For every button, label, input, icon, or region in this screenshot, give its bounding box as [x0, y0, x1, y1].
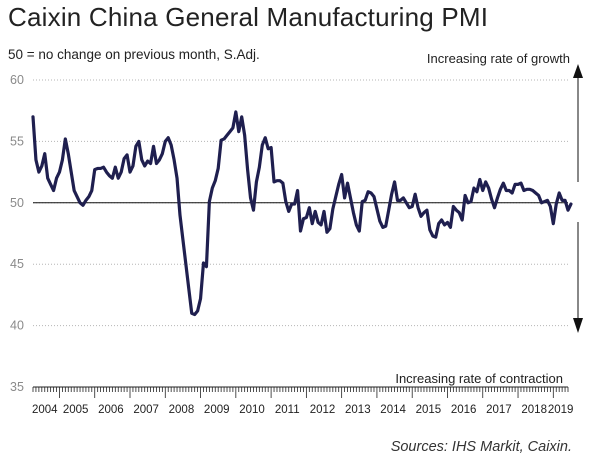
- chart-subtitle: 50 = no change on previous month, S.Adj.: [8, 47, 260, 62]
- x-tick-label: 2009: [204, 404, 230, 416]
- chart-title: Caixin China General Manufacturing PMI: [8, 2, 489, 32]
- direction-arrows: [573, 64, 583, 333]
- x-tick-label: 2013: [345, 404, 371, 416]
- x-axis-labels: 2004 2005 2006 2007 2008 2009 2010 2011 2012 2013…: [32, 404, 573, 416]
- x-tick-label: 2014: [380, 404, 406, 416]
- x-tick-label: 2019: [548, 404, 574, 416]
- y-tick-label: 50: [10, 196, 24, 210]
- y-tick-label: 55: [10, 134, 24, 148]
- series-layer: [31, 110, 573, 317]
- y-tick-label: 60: [10, 73, 24, 87]
- x-axis: [32, 386, 569, 398]
- series-line-0: [31, 110, 573, 317]
- x-tick-label: 2006: [98, 404, 124, 416]
- growth-arrow-head: [573, 64, 583, 78]
- x-tick-label: 2012: [310, 404, 336, 416]
- x-tick-label: 2010: [239, 404, 265, 416]
- x-tick-label: 2007: [133, 404, 159, 416]
- y-tick-label: 40: [10, 319, 24, 333]
- x-tick-label: 2004: [32, 404, 58, 416]
- y-tick-label: 35: [10, 380, 24, 394]
- y-axis: 60 55 50 45 40 35: [10, 73, 24, 394]
- annotation-contraction: Increasing rate of contraction: [395, 371, 563, 386]
- annotation-growth: Increasing rate of growth: [427, 51, 570, 66]
- contraction-arrow-head: [573, 318, 583, 333]
- x-tick-label: 2015: [416, 404, 442, 416]
- x-tick-label: 2008: [169, 404, 195, 416]
- y-tick-label: 45: [10, 257, 24, 271]
- x-tick-label: 2017: [486, 404, 512, 416]
- x-tick-label: 2016: [451, 404, 477, 416]
- x-tick-label: 2018: [521, 404, 547, 416]
- source-note: Sources: IHS Markit, Caixin.: [390, 439, 572, 455]
- x-tick-label: 2011: [275, 404, 300, 416]
- x-tick-label: 2005: [63, 404, 89, 416]
